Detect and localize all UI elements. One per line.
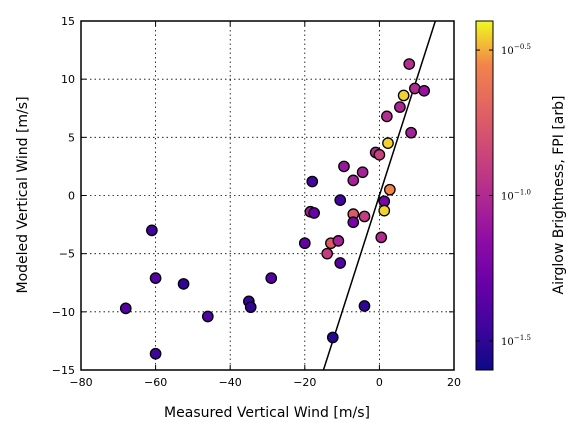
scatter-point <box>397 89 410 102</box>
x-tick-label: −20 <box>293 376 316 389</box>
y-tick-label: 5 <box>68 131 75 144</box>
y-tick-label: 15 <box>61 15 75 28</box>
colorbar-tick-exponent: −0.5 <box>514 43 531 51</box>
scatter-point <box>201 310 214 323</box>
scatter-point <box>334 257 347 269</box>
scatter-point <box>378 204 391 217</box>
scatter-point <box>382 137 394 149</box>
scatter-point <box>373 148 386 161</box>
scatter-point <box>321 247 334 260</box>
x-axis-label: Measured Vertical Wind [m/s] <box>164 405 370 421</box>
one-to-one-reference-line <box>322 21 437 370</box>
x-tick-label: 20 <box>447 376 461 389</box>
scatter-point <box>326 331 339 344</box>
scatter-point <box>347 174 360 187</box>
plot-frame <box>80 20 455 371</box>
scatter-point <box>394 101 406 113</box>
scatter-point <box>405 126 417 139</box>
x-tick-label: −80 <box>69 376 92 389</box>
colorbar-tick-exponent: −1.0 <box>514 189 531 197</box>
scatter-point <box>265 272 278 284</box>
scatter-points <box>119 58 431 360</box>
y-tick-label: −10 <box>52 306 75 319</box>
y-axis-ticks: −15 −10 −5 0 5 10 15 <box>52 15 454 377</box>
colorbar-ticks: 10 −1.510 −1.010 −0.5 <box>476 43 531 348</box>
scatter-point <box>332 235 345 247</box>
scatter-point <box>149 347 162 360</box>
scatter-point <box>381 110 393 123</box>
scatter-point <box>298 237 311 250</box>
y-tick-label: −15 <box>52 364 75 377</box>
scatter-point <box>119 302 132 315</box>
x-tick-label: −40 <box>219 376 242 389</box>
scatter-point <box>383 183 396 196</box>
scatter-point <box>308 207 320 219</box>
colorbar-tick-base: 10 <box>501 46 514 57</box>
scatter-point <box>418 84 431 97</box>
x-tick-label: −60 <box>144 376 167 389</box>
scatter-point <box>358 300 371 312</box>
scatter-point <box>403 58 416 70</box>
grid-lines <box>81 21 454 370</box>
y-tick-label: −5 <box>59 248 75 261</box>
scatter-point <box>375 231 388 244</box>
colorbar-tick-base: 10 <box>501 192 514 203</box>
scatter-point <box>244 301 257 314</box>
colorbar-tick-exponent: −1.5 <box>514 334 531 342</box>
scatter-point <box>358 210 371 223</box>
scatter-point <box>306 175 319 188</box>
y-axis-label: Modeled Vertical Wind [m/s] <box>15 96 31 293</box>
scatter-point <box>356 166 369 179</box>
colorbar-tick-base: 10 <box>501 337 514 348</box>
y-tick-label: 10 <box>61 73 75 86</box>
scatter-point <box>177 278 190 290</box>
scatter-point <box>149 272 162 284</box>
scatter-point <box>347 216 360 229</box>
x-tick-label: 0 <box>376 376 383 389</box>
y-tick-label: 0 <box>68 190 75 203</box>
scatter-point <box>338 160 350 173</box>
colorbar-label: Airglow Brightness, FPI [arb] <box>551 96 567 295</box>
x-axis-ticks: −80 −60 −40 −20 0 20 <box>69 21 461 389</box>
scatter-point <box>146 224 158 237</box>
scatter-point <box>334 194 347 207</box>
